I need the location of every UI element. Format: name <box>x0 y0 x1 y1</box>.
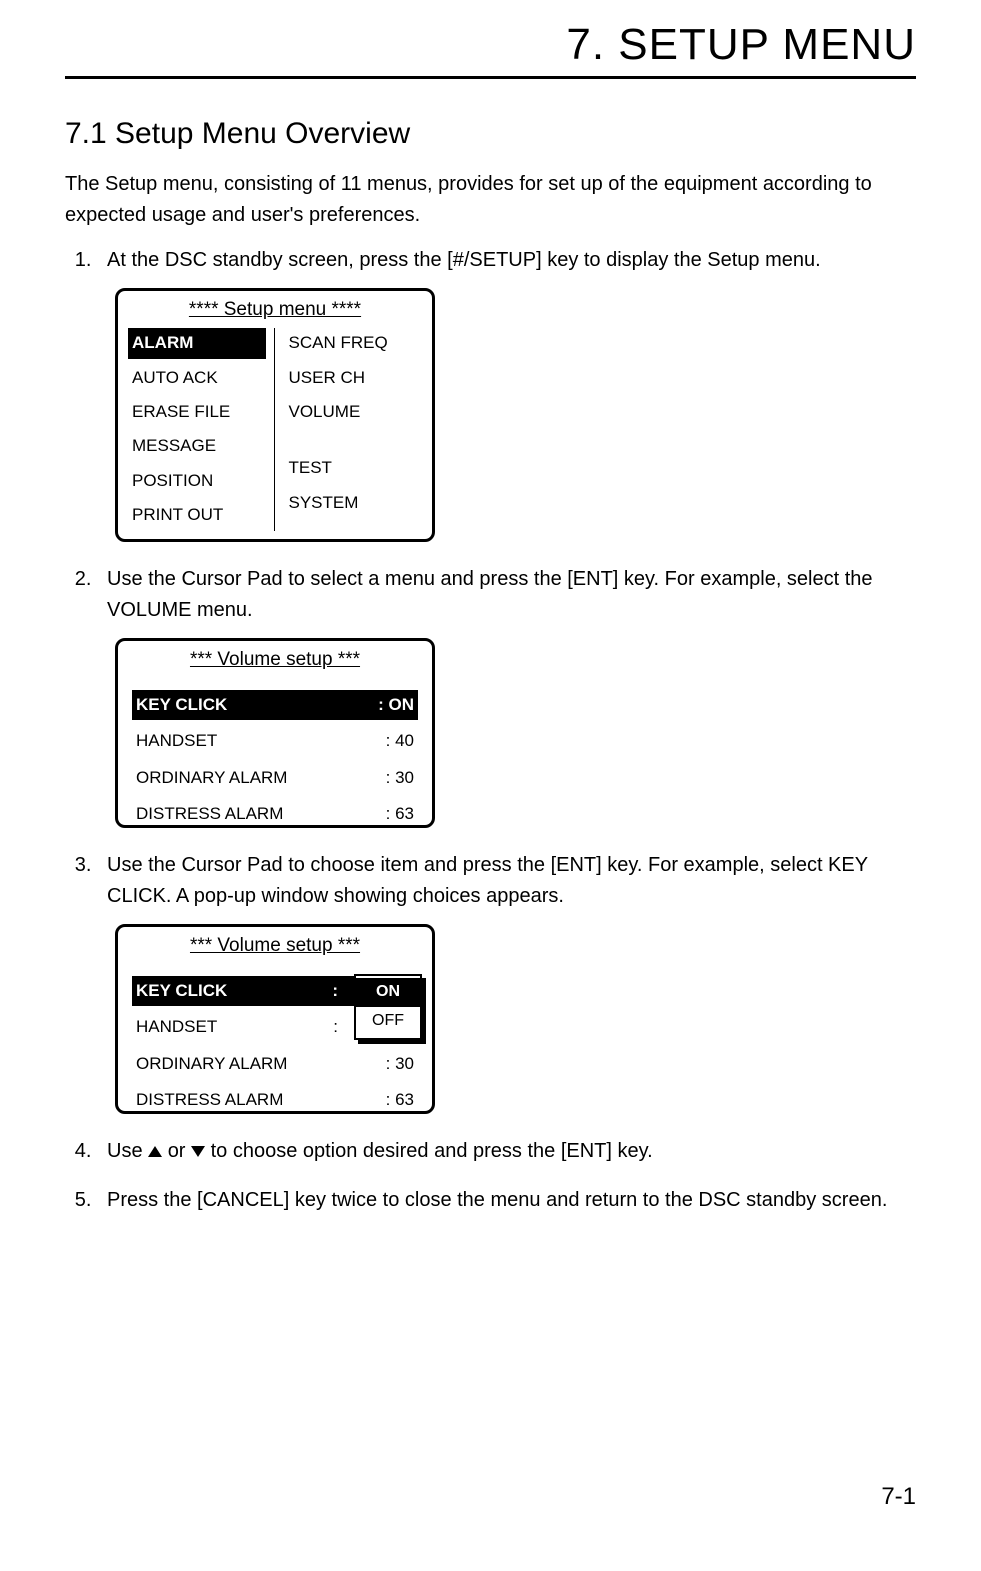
option-popup: ON OFF <box>354 974 422 1040</box>
vol-label: KEY CLICK <box>136 978 227 1004</box>
setup-col-right: SCAN FREQ USER CH VOLUME TEST SYSTEM <box>275 328 423 530</box>
setup-menu-title: **** Setup menu **** <box>118 291 432 326</box>
vol-label: KEY CLICK <box>136 692 227 718</box>
menu-item-test[interactable]: TEST <box>285 453 423 483</box>
menu-item-position[interactable]: POSITION <box>128 466 266 496</box>
vol-b-row-distress[interactable]: DISTRESS ALARM : 63 <box>132 1085 418 1115</box>
section-title: 7.1 Setup Menu Overview <box>65 117 916 151</box>
vol-value: : 63 <box>386 1087 414 1113</box>
vol-value: : 30 <box>386 1051 414 1077</box>
menu-item-system[interactable]: SYSTEM <box>285 488 423 518</box>
step-4-pre: Use <box>107 1140 148 1162</box>
menu-blank <box>285 431 423 449</box>
menu-item-message[interactable]: MESSAGE <box>128 431 266 461</box>
vol-row-distress[interactable]: DISTRESS ALARM : 63 <box>132 799 418 829</box>
menu-item-scan-freq[interactable]: SCAN FREQ <box>285 328 423 358</box>
arrow-up-icon <box>148 1146 162 1157</box>
popup-option-on[interactable]: ON <box>356 978 420 1007</box>
vol-value: : <box>332 978 338 1004</box>
step-2: Use the Cursor Pad to select a menu and … <box>97 564 916 828</box>
vol-label: DISTRESS ALARM <box>136 801 283 827</box>
vol-row-ordinary[interactable]: ORDINARY ALARM : 30 <box>132 763 418 793</box>
vol-label: HANDSET <box>136 728 217 754</box>
menu-item-print-out[interactable]: PRINT OUT <box>128 500 266 530</box>
menu-item-auto-ack[interactable]: AUTO ACK <box>128 363 266 393</box>
step-1-text: At the DSC standby screen, press the [#/… <box>107 249 821 271</box>
page-number: 7-1 <box>881 1483 916 1511</box>
vol-label: DISTRESS ALARM <box>136 1087 283 1113</box>
menu-item-user-ch[interactable]: USER CH <box>285 363 423 393</box>
vol-label: HANDSET <box>136 1014 217 1040</box>
step-5: Press the [CANCEL] key twice to close th… <box>97 1185 916 1216</box>
step-2-text: Use the Cursor Pad to select a menu and … <box>107 568 873 621</box>
step-1: At the DSC standby screen, press the [#/… <box>97 245 916 542</box>
step-4-post: to choose option desired and press the [… <box>211 1140 653 1162</box>
vol-value: : 30 <box>386 765 414 791</box>
vol-value: : 40 <box>386 728 414 754</box>
vol-value: : ON <box>378 692 414 718</box>
vol-b-row-ordinary[interactable]: ORDINARY ALARM : 30 <box>132 1049 418 1079</box>
step-5-text: Press the [CANCEL] key twice to close th… <box>107 1189 887 1211</box>
step-4-mid: or <box>168 1140 191 1162</box>
intro-paragraph: The Setup menu, consisting of 11 menus, … <box>65 169 916 231</box>
volume-panel-b: *** Volume setup *** KEY CLICK : HANDSET… <box>115 924 435 1114</box>
volume-panel-a: *** Volume setup *** KEY CLICK : ON HAND… <box>115 638 435 828</box>
setup-menu-panel: **** Setup menu **** ALARM AUTO ACK ERAS… <box>115 288 435 542</box>
step-3: Use the Cursor Pad to choose item and pr… <box>97 850 916 1114</box>
chapter-title: 7. SETUP MENU <box>65 20 916 70</box>
step-3-text: Use the Cursor Pad to choose item and pr… <box>107 854 868 907</box>
vol-value: : <box>333 1014 338 1040</box>
popup-option-off[interactable]: OFF <box>356 1007 420 1036</box>
menu-item-alarm[interactable]: ALARM <box>128 328 266 358</box>
arrow-down-icon <box>191 1146 205 1157</box>
vol-label: ORDINARY ALARM <box>136 1051 287 1077</box>
menu-item-erase-file[interactable]: ERASE FILE <box>128 397 266 427</box>
step-4: Use or to choose option desired and pres… <box>97 1136 916 1167</box>
vol-value: : 63 <box>386 801 414 827</box>
volume-b-title: *** Volume setup *** <box>118 927 432 962</box>
menu-item-volume[interactable]: VOLUME <box>285 397 423 427</box>
setup-col-left: ALARM AUTO ACK ERASE FILE MESSAGE POSITI… <box>128 328 275 530</box>
vol-label: ORDINARY ALARM <box>136 765 287 791</box>
steps-list: At the DSC standby screen, press the [#/… <box>65 245 916 1216</box>
chapter-rule <box>65 76 916 79</box>
vol-row-handset[interactable]: HANDSET : 40 <box>132 726 418 756</box>
vol-row-key-click[interactable]: KEY CLICK : ON <box>132 690 418 720</box>
volume-a-title: *** Volume setup *** <box>118 641 432 676</box>
